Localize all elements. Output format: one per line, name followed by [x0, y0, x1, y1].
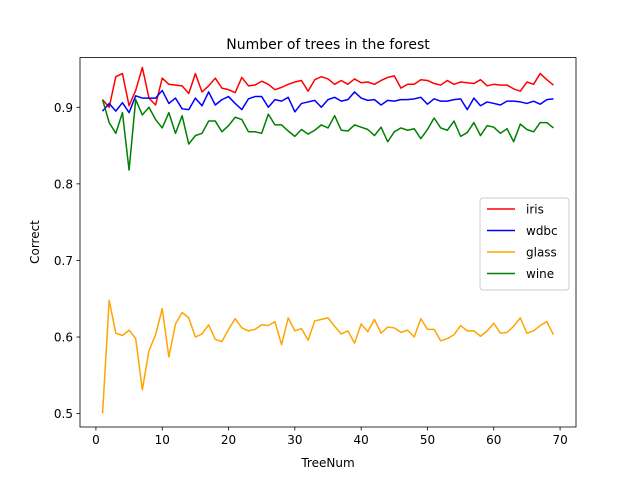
x-tick-label: 70 — [552, 433, 567, 447]
x-axis: 0 10 20 30 40 50 60 70 — [92, 427, 568, 447]
y-tick-label: 0.7 — [54, 254, 73, 268]
x-tick-label: 10 — [155, 433, 170, 447]
x-tick-label: 40 — [354, 433, 369, 447]
legend-label-iris: iris — [526, 203, 544, 217]
legend-label-glass: glass — [526, 246, 557, 260]
y-tick-label: 0.6 — [54, 331, 73, 345]
legend: iris wdbc glass wine — [479, 197, 570, 291]
y-tick-label: 0.5 — [54, 407, 73, 421]
x-tick-label: 20 — [221, 433, 236, 447]
y-tick-label: 0.9 — [54, 101, 73, 115]
legend-label-wine: wine — [526, 267, 554, 281]
x-tick-label: 60 — [486, 433, 501, 447]
legend-label-wdbc: wdbc — [526, 224, 558, 238]
plot-frame — [79, 57, 577, 428]
series-line-iris — [101, 66, 554, 109]
x-tick-label: 0 — [92, 433, 100, 447]
x-axis-label: TreeNum — [300, 456, 354, 470]
y-tick-label: 0.8 — [54, 177, 73, 191]
chart-title: Number of trees in the forest — [226, 37, 430, 53]
series-line-glass — [101, 299, 555, 414]
y-axis-label: Correct — [28, 220, 42, 264]
legend-box — [479, 197, 570, 291]
x-tick-label: 50 — [420, 433, 435, 447]
series-line-wine — [101, 98, 554, 171]
y-axis: 0.5 0.6 0.7 0.8 0.9 — [54, 101, 80, 421]
series-layer — [101, 66, 555, 414]
series-line-wdbc — [101, 89, 554, 114]
x-tick-label: 30 — [287, 433, 302, 447]
